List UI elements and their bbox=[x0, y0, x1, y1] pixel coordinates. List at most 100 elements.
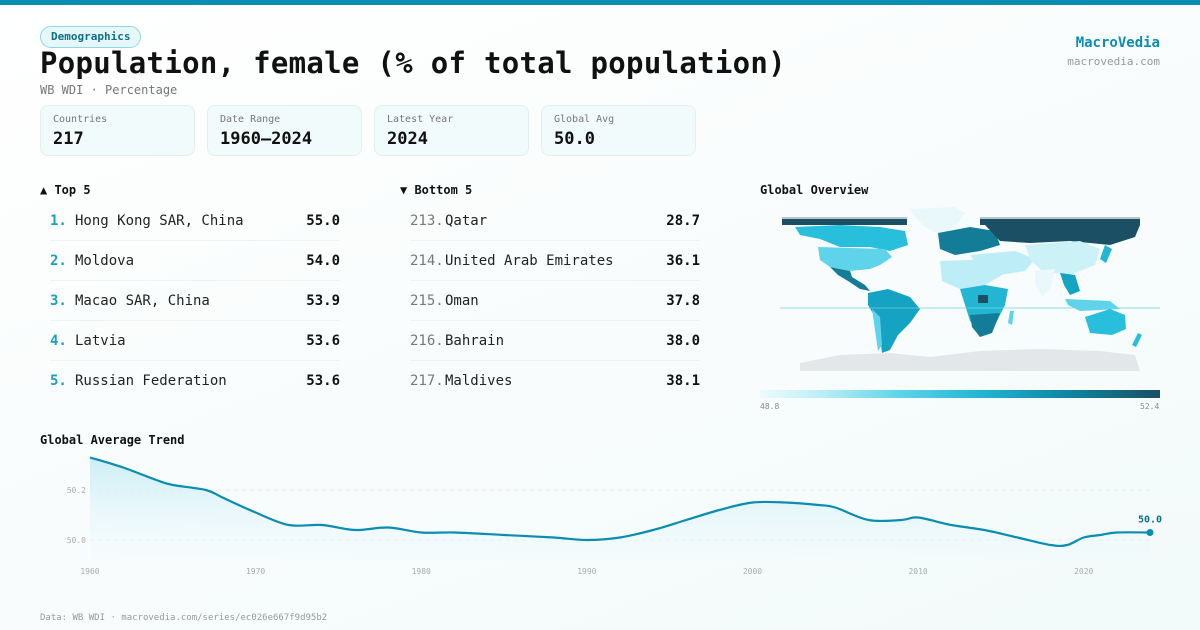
y-tick-label: 50.2 bbox=[67, 486, 86, 495]
region-south-america-west bbox=[872, 309, 882, 351]
list-item[interactable]: 3. Macao SAR, China 53.9 bbox=[50, 281, 340, 321]
top5-list: 1. Hong Kong SAR, China 55.0 2. Moldova … bbox=[50, 201, 340, 401]
map-legend-gradient bbox=[760, 390, 1160, 398]
brand-url[interactable]: macrovedia.com bbox=[1067, 55, 1160, 68]
list-item[interactable]: 5. Russian Federation 53.6 bbox=[50, 361, 340, 401]
x-tick-label: 1980 bbox=[412, 567, 431, 576]
rank: 4. bbox=[50, 332, 67, 349]
country-name: Maldives bbox=[445, 373, 513, 389]
country-value: 38.1 bbox=[666, 373, 700, 389]
stats-row: Countries 217 Date Range 1960–2024 Lates… bbox=[40, 105, 696, 156]
country-name: Hong Kong SAR, China bbox=[75, 212, 244, 229]
trend-title: Global Average Trend bbox=[40, 433, 185, 447]
trend-area bbox=[90, 457, 1150, 560]
region-australia bbox=[1085, 309, 1126, 335]
stat-label: Latest Year bbox=[387, 114, 454, 125]
rank: 2. bbox=[50, 252, 67, 269]
stat-card-latest-year: Latest Year 2024 bbox=[374, 105, 529, 156]
world-choropleth-map[interactable] bbox=[780, 205, 1160, 385]
list-item[interactable]: 216. Bahrain 38.0 bbox=[410, 321, 700, 361]
x-tick-label: 1970 bbox=[246, 567, 265, 576]
region-canada bbox=[795, 225, 908, 251]
region-usa bbox=[818, 247, 892, 271]
page-title: Population, female (% of total populatio… bbox=[40, 46, 786, 80]
country-value: 38.0 bbox=[666, 332, 700, 349]
page-subtitle: WB WDI · Percentage bbox=[40, 83, 178, 97]
rank: 216. bbox=[410, 332, 444, 349]
country-value: 53.6 bbox=[306, 373, 340, 389]
country-name: Oman bbox=[445, 292, 479, 309]
stat-label: Global Avg bbox=[554, 114, 615, 125]
stat-value: 1960–2024 bbox=[220, 129, 313, 149]
x-tick-label: 2000 bbox=[743, 567, 762, 576]
bottom5-list: 213. Qatar 28.7 214. United Arab Emirate… bbox=[410, 201, 700, 401]
list-item[interactable]: 213. Qatar 28.7 bbox=[410, 201, 700, 241]
stat-label: Countries bbox=[53, 114, 108, 125]
region-greenland bbox=[910, 207, 965, 235]
last-value-label: 50.0 bbox=[1138, 515, 1162, 526]
region-antarctica bbox=[800, 349, 1140, 371]
stat-card-global-avg: Global Avg 50.0 bbox=[541, 105, 696, 156]
rank: 214. bbox=[410, 252, 444, 269]
x-tick-label: 1960 bbox=[80, 567, 99, 576]
region-se-asia bbox=[1060, 273, 1080, 295]
country-name: Qatar bbox=[445, 212, 488, 229]
stat-value: 217 bbox=[53, 129, 84, 149]
region-north-africa bbox=[940, 259, 1002, 289]
country-name: Latvia bbox=[75, 332, 126, 349]
legend-max-label: 52.4 bbox=[1140, 402, 1160, 411]
x-tick-label: 1990 bbox=[577, 567, 596, 576]
legend-min-label: 48.8 bbox=[760, 402, 780, 411]
country-name: Macao SAR, China bbox=[75, 292, 210, 309]
trend-line bbox=[89, 456, 1151, 548]
trend-chart[interactable]: 50.2 50.0 1960 1970 1980 1990 2000 2010 2020 50… bbox=[0, 450, 1200, 580]
country-value: 55.0 bbox=[306, 212, 340, 229]
country-value: 53.6 bbox=[306, 332, 340, 349]
last-point bbox=[1146, 529, 1154, 536]
x-tick-label: 2010 bbox=[908, 567, 927, 576]
list-item[interactable]: 214. United Arab Emirates 36.1 bbox=[410, 241, 700, 281]
category-tag[interactable]: Demographics bbox=[40, 26, 142, 48]
stat-label: Date Range bbox=[220, 114, 281, 125]
list-item[interactable]: 1. Hong Kong SAR, China 55.0 bbox=[50, 201, 340, 241]
country-name: Bahrain bbox=[445, 332, 505, 349]
stat-card-countries: Countries 217 bbox=[40, 105, 195, 156]
stat-card-date-range: Date Range 1960–2024 bbox=[207, 105, 362, 156]
region-southern-africa bbox=[970, 313, 1000, 337]
region-new-zealand bbox=[1132, 333, 1142, 347]
top-accent-bar bbox=[0, 0, 1200, 5]
bottom5-title: ▼ Bottom 5 bbox=[400, 183, 473, 197]
top5-title: ▲ Top 5 bbox=[40, 183, 91, 197]
stat-value: 50.0 bbox=[554, 129, 595, 149]
region-russia bbox=[985, 223, 1140, 245]
rank: 3. bbox=[50, 292, 67, 309]
country-value: 54.0 bbox=[306, 252, 340, 269]
region-europe bbox=[938, 227, 1000, 255]
region-central-africa bbox=[978, 295, 988, 303]
country-value: 53.9 bbox=[306, 292, 340, 309]
country-value: 36.1 bbox=[666, 252, 700, 269]
list-item[interactable]: 4. Latvia 53.6 bbox=[50, 321, 340, 361]
rank: 213. bbox=[410, 212, 444, 229]
list-item[interactable]: 217. Maldives 38.1 bbox=[410, 361, 700, 401]
region-japan bbox=[1100, 245, 1112, 263]
region-mexico bbox=[830, 267, 870, 291]
rank: 217. bbox=[410, 373, 444, 389]
stat-value: 2024 bbox=[387, 129, 428, 149]
footer-source: Data: WB WDI · macrovedia.com/series/ec0… bbox=[40, 613, 328, 623]
rank: 1. bbox=[50, 212, 67, 229]
map-title: Global Overview bbox=[760, 183, 869, 197]
x-tick-label: 2020 bbox=[1074, 567, 1093, 576]
list-item[interactable]: 2. Moldova 54.0 bbox=[50, 241, 340, 281]
country-name: Moldova bbox=[75, 252, 135, 269]
country-value: 37.8 bbox=[666, 292, 700, 309]
region-indonesia bbox=[1065, 299, 1120, 311]
y-tick-label: 50.0 bbox=[67, 536, 86, 545]
brand-logo[interactable]: MacroVedia bbox=[1075, 35, 1160, 51]
list-item[interactable]: 215. Oman 37.8 bbox=[410, 281, 700, 321]
region-india bbox=[1035, 269, 1055, 297]
region-madagascar bbox=[1008, 311, 1014, 325]
rank: 5. bbox=[50, 373, 67, 389]
region-arctic-band-east bbox=[980, 219, 1140, 225]
rank: 215. bbox=[410, 292, 444, 309]
